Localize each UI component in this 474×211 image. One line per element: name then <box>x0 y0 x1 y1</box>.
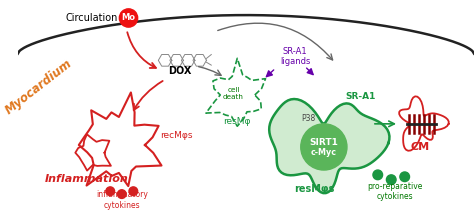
Text: SR-A1
ligands: SR-A1 ligands <box>280 47 310 66</box>
Text: Myocardium: Myocardium <box>3 57 75 117</box>
Circle shape <box>106 187 115 196</box>
Text: CM: CM <box>410 142 429 152</box>
Text: Inflammation: Inflammation <box>45 174 129 184</box>
Text: pro-reparative
cytokines: pro-reparative cytokines <box>367 181 423 201</box>
Text: Mo: Mo <box>121 14 136 23</box>
Polygon shape <box>269 99 390 193</box>
Text: SR-A1: SR-A1 <box>345 92 375 101</box>
Circle shape <box>373 170 383 180</box>
Circle shape <box>386 175 396 184</box>
Text: recMφs: recMφs <box>160 131 193 140</box>
Text: c-Myc: c-Myc <box>311 148 337 157</box>
Text: Circulation: Circulation <box>66 13 118 23</box>
Text: SIRT1: SIRT1 <box>310 138 338 147</box>
Circle shape <box>118 190 126 198</box>
Text: DOX: DOX <box>168 66 191 76</box>
Text: resMφ: resMφ <box>224 117 251 126</box>
Circle shape <box>400 172 410 182</box>
Text: cell
death: cell death <box>223 87 244 100</box>
Text: P38: P38 <box>301 114 316 123</box>
Circle shape <box>129 187 137 196</box>
Text: inflammatory
cytokines: inflammatory cytokines <box>96 190 148 210</box>
Text: resMφs: resMφs <box>294 184 335 194</box>
Circle shape <box>301 124 347 170</box>
Circle shape <box>119 9 137 27</box>
